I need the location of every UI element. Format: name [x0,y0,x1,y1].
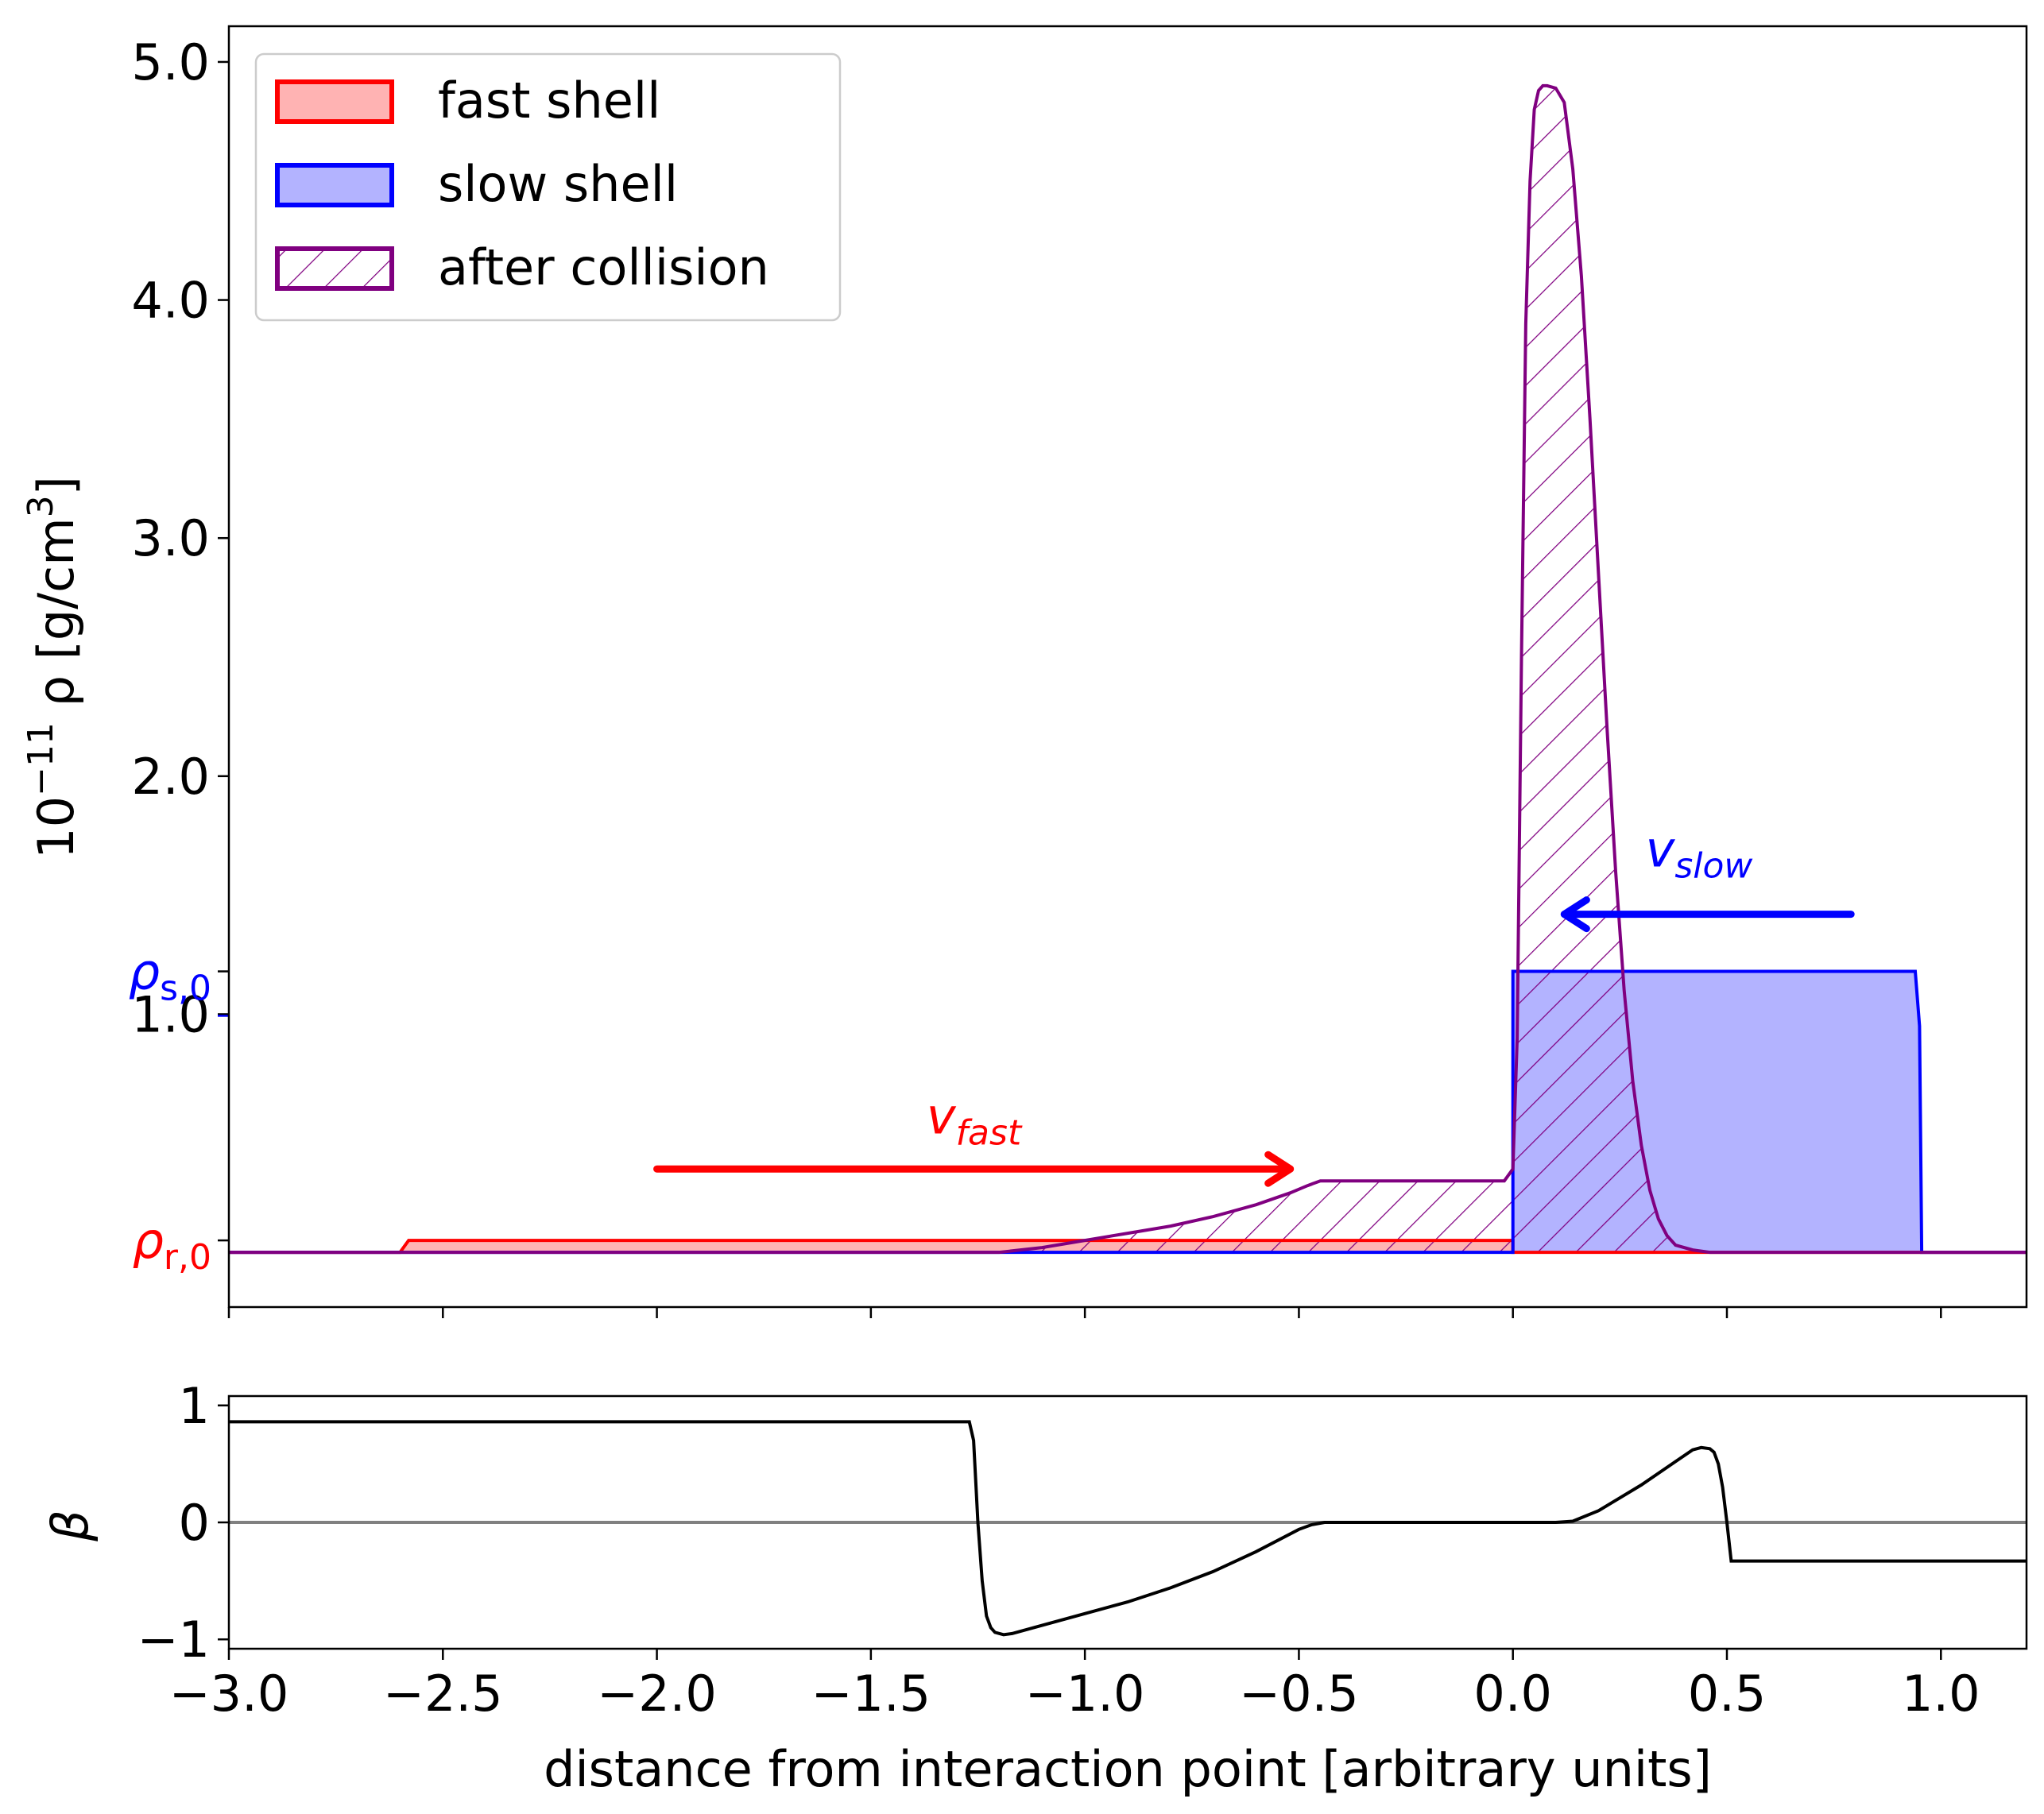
velocity-label: vfast [927,1087,1023,1153]
beta-ytick-label: 1 [179,1377,210,1435]
density-ytick-label: 2.0 [131,748,210,806]
beta-xtick-label: −2.5 [383,1665,503,1723]
beta-xtick-label: 0.0 [1473,1665,1552,1723]
density-extra-ytick-label: ρs,0 [129,943,211,1009]
density-areas [229,83,2027,1255]
beta-axes-frame [227,1394,2028,1650]
density-ylabel: 10−11 ρ [g/cm3] [21,476,85,859]
beta-panel: −101−3.0 −2.5 −2.0 −1.5 −1.0 −0.5 0.0 0.5 1.0 β … [41,1377,2028,1798]
beta-marks: −1 0 1 −3.0 −2.5 −2.0 −1.5 −1.0 −0.5 0.0 0.5 1.0 [137,1377,1980,1723]
density-panel: 1.0 2.0 3.0 4.0 5.0 ρs,0 ρr,0 vfast vslow 10−11 … [21,25,2028,1318]
slow-shell-fill [229,971,2027,1253]
beta-xtick-label: −3.0 [169,1665,289,1723]
beta-lines [229,1420,2027,1637]
beta-xtick-label: −1.5 [811,1665,931,1723]
density-axes-frame [227,25,2028,1309]
legend-swatch-slow [275,163,394,207]
after-collision-hatch [229,85,2027,1253]
beta-ytick-label: −1 [137,1611,210,1669]
beta-xtick-label: −2.0 [597,1665,717,1723]
beta-xlabel: distance from interaction point [arbitra… [544,1740,1712,1798]
legend-label-after: after collision [438,238,769,296]
density-ytick-label: 4.0 [131,272,210,330]
velocity-label: vslow [1646,821,1754,887]
velocity-arrow-head [1560,896,1590,933]
velocity-arrow-head [1264,1151,1295,1187]
legend-swatch-after [275,246,394,291]
beta-ylabel: β [41,1510,99,1542]
legend-box [254,52,842,322]
density-ytick-label: 3.0 [131,509,210,567]
legend-label-fast: fast shell [438,72,660,130]
beta-xtick-label: −1.0 [1025,1665,1145,1723]
beta-xtick-label: −0.5 [1239,1665,1359,1723]
beta-ytick-label: 0 [179,1494,210,1552]
after-collision-line [229,83,2027,1255]
beta-line [229,1420,2027,1637]
density-extra-ytick-label: ρr,0 [133,1212,211,1278]
density-marks: 1.0 2.0 3.0 4.0 5.0 ρs,0 ρr,0 vfast vslow [129,33,1942,1318]
legend-swatch-fast [275,79,394,124]
density-ytick-label: 1.0 [131,985,210,1043]
beta-xtick-label: 0.5 [1688,1665,1767,1723]
legend: fast shell slow shell after collision [254,52,842,322]
beta-xtick-label: 1.0 [1902,1665,1980,1723]
density-ytick-label: 5.0 [131,33,210,91]
legend-label-slow: slow shell [438,155,678,213]
